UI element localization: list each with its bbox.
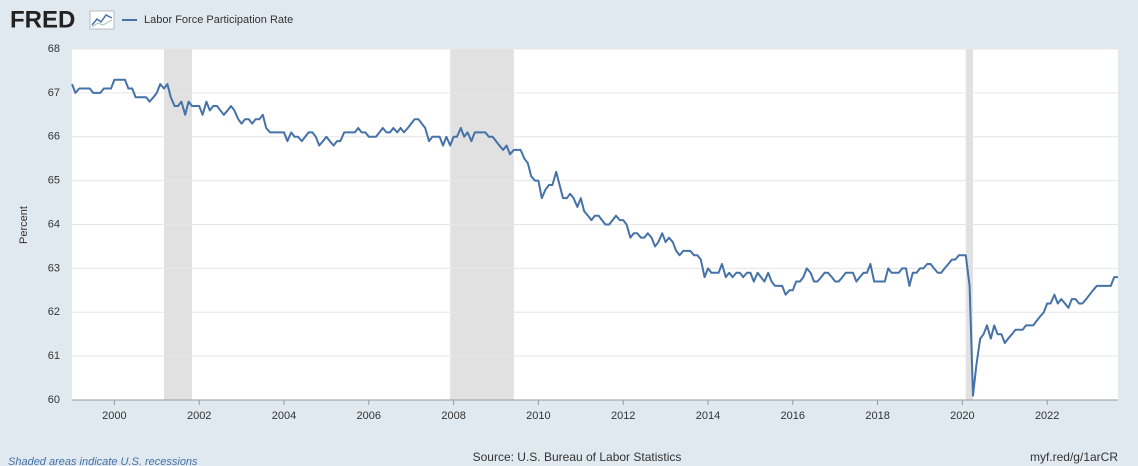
logo-icon	[89, 10, 115, 30]
x-tick-label: 2014	[696, 410, 720, 422]
link[interactable]: myf.red/g/1arCR	[1030, 450, 1118, 464]
y-tick-label: 68	[48, 43, 60, 55]
source: Source: U.S. Bureau of Labor Statistics	[473, 450, 682, 464]
x-tick-label: 2004	[272, 410, 296, 422]
x-tick-label: 2016	[781, 410, 805, 422]
legend-label: Labor Force Participation Rate	[144, 14, 293, 26]
x-tick-label: 2010	[526, 410, 550, 422]
y-tick-label: 63	[48, 262, 60, 274]
x-tick-label: 2020	[950, 410, 974, 422]
x-tick-label: 2002	[187, 410, 211, 422]
x-tick-label: 2018	[865, 410, 889, 422]
y-tick-label: 64	[48, 218, 60, 230]
y-tick-label: 62	[48, 306, 60, 318]
y-tick-label: 66	[48, 131, 60, 143]
x-tick-label: 2000	[102, 410, 126, 422]
y-tick-label: 61	[48, 350, 60, 362]
logo: FRED	[10, 6, 75, 33]
x-tick-label: 2008	[441, 410, 465, 422]
y-tick-label: 67	[48, 87, 60, 99]
x-tick-label: 2022	[1035, 410, 1059, 422]
y-tick-label: 65	[48, 175, 60, 187]
series-line	[71, 78, 1118, 397]
x-tick-label: 2006	[357, 410, 381, 422]
x-tick-label: 2012	[611, 410, 635, 422]
y-tick-label: 60	[48, 394, 60, 406]
y-axis-label: Percent	[18, 206, 30, 244]
recession-note: Shaded areas indicate U.S. recessions	[8, 456, 198, 466]
plot: 60 61 62 63 64 65 66 67 68 2000 2002 2004 2006 2008 20…	[48, 43, 1118, 422]
